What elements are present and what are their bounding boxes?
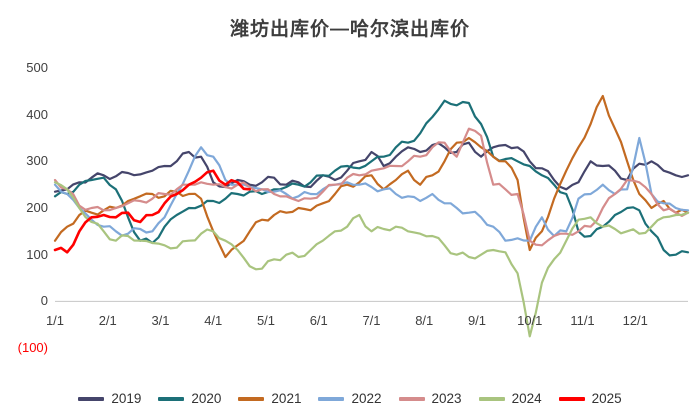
- legend-item-2025: 2025: [558, 391, 622, 406]
- legend-label: 2022: [351, 391, 382, 406]
- x-axis-tick-label: 3/1: [151, 313, 170, 329]
- series-line-2023: [53, 127, 690, 247]
- legend-label: 2025: [591, 391, 622, 406]
- legend-item-2023: 2023: [398, 391, 462, 406]
- legend-item-2021: 2021: [238, 391, 301, 406]
- legend-color-swatch: [318, 396, 345, 401]
- legend-item-2024: 2024: [478, 391, 542, 406]
- y-axis-tick-label: 400: [26, 106, 48, 122]
- series-line-2022: [53, 136, 690, 242]
- series-line-2024: [53, 181, 690, 338]
- y-axis-tick-label: 500: [26, 60, 48, 75]
- x-axis-tick-label: 7/1: [362, 313, 381, 329]
- legend-label: 2020: [191, 391, 222, 406]
- series-line-2025: [53, 169, 252, 254]
- legend-label: 2021: [271, 391, 302, 406]
- series-line-2020: [53, 99, 690, 257]
- legend-item-2022: 2022: [318, 391, 382, 406]
- legend-color-swatch: [478, 396, 505, 401]
- x-axis-tick-label: 5/1: [256, 313, 276, 329]
- legend-label: 2023: [431, 391, 462, 406]
- x-axis-tick-label: 12/1: [622, 313, 648, 329]
- x-axis-tick-label: 10/1: [517, 313, 543, 329]
- x-axis-tick-label: 9/1: [467, 313, 487, 329]
- y-axis-tick-label: 0: [40, 293, 48, 309]
- legend-color-swatch: [398, 396, 425, 401]
- legend: 2019 2020 2021 2022 2023 2024 2025: [0, 391, 700, 406]
- legend-color-swatch: [78, 396, 105, 401]
- y-axis-tick-label: 200: [26, 200, 48, 215]
- x-axis-tick-label: 1/1: [45, 313, 65, 329]
- y-axis-tick-label: 100: [26, 246, 48, 262]
- y-axis-tick-label: 300: [26, 153, 48, 169]
- series-line-2021: [53, 94, 690, 259]
- x-axis-tick-label: 6/1: [309, 313, 328, 329]
- x-axis-tick-label: 2/1: [98, 313, 117, 329]
- x-axis-tick-label: 11/1: [570, 313, 595, 329]
- x-axis-tick-label: 4/1: [204, 313, 223, 329]
- legend-item-2019: 2019: [78, 391, 141, 406]
- legend-item-2020: 2020: [158, 391, 221, 406]
- chart-title: 潍坊出库价—哈尔滨出库价: [229, 19, 470, 40]
- y-axis-negative-tick-label: (100): [17, 340, 48, 355]
- legend-color-swatch: [558, 396, 585, 401]
- legend-color-swatch: [238, 396, 265, 401]
- legend-label: 2019: [111, 391, 142, 406]
- series-line-2019: [53, 141, 690, 193]
- legend-label: 2024: [511, 391, 542, 406]
- x-axis-tick-label: 8/1: [415, 313, 434, 329]
- legend-color-swatch: [158, 396, 185, 401]
